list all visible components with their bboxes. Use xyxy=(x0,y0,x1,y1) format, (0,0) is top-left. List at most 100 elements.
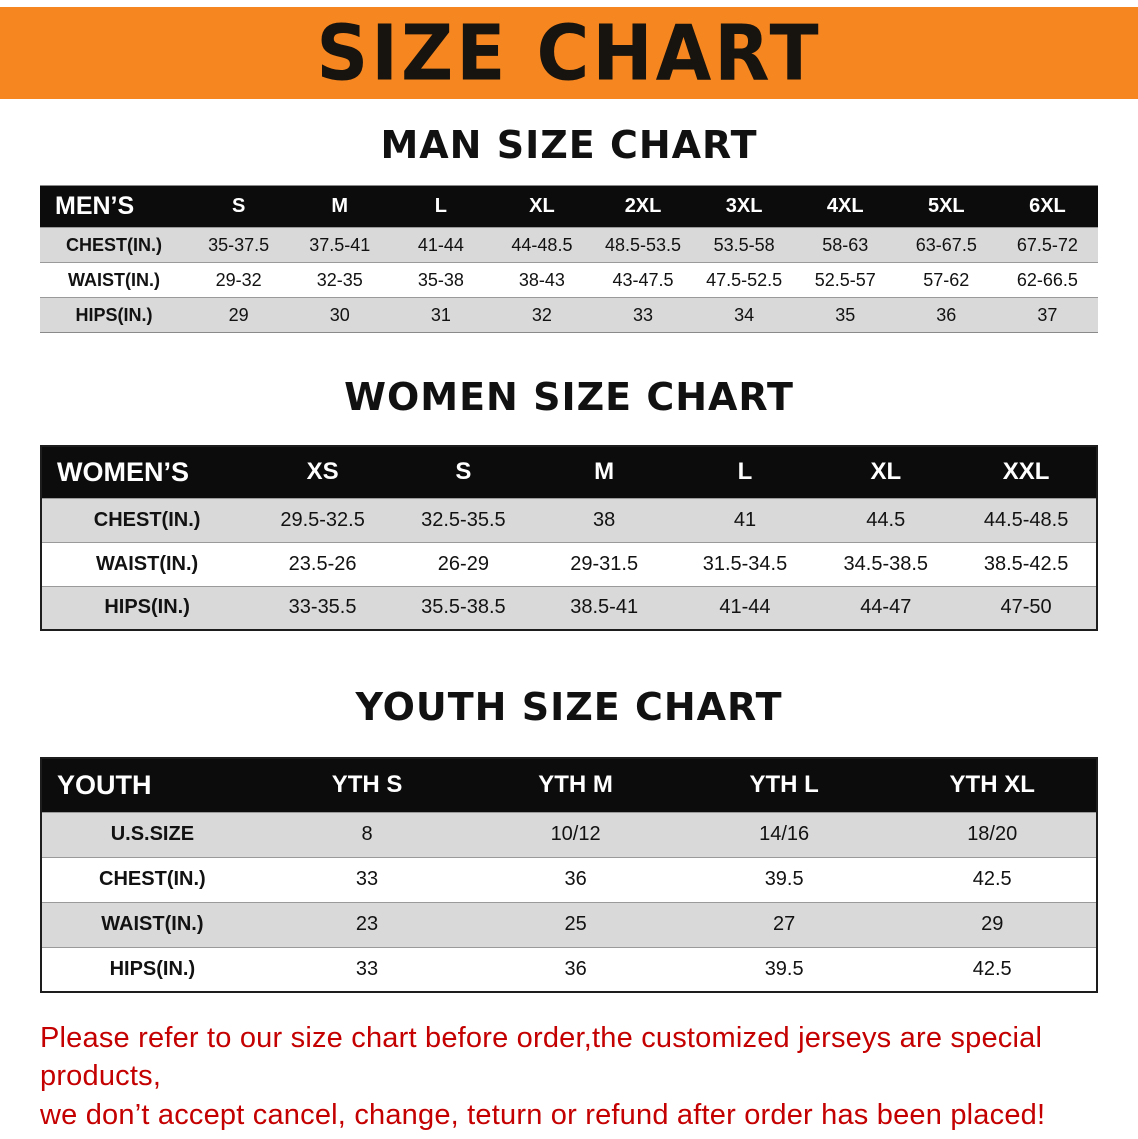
size-column-header: XS xyxy=(252,446,393,498)
size-value: 23 xyxy=(355,913,379,935)
size-value: 38-43 xyxy=(518,269,565,290)
size-column-header: YTH S xyxy=(262,758,472,812)
size-column-header: XL xyxy=(815,446,957,498)
disclaimer: Please refer to our size chart before or… xyxy=(40,1019,1098,1134)
size-value: 41-44 xyxy=(719,596,771,619)
size-value: 44.5 xyxy=(866,508,906,531)
size-value: 42.5 xyxy=(972,868,1012,890)
size-value: 32-35 xyxy=(316,269,363,290)
size-column-header: 3XL xyxy=(693,185,795,228)
size-value: 33-35.5 xyxy=(288,596,357,619)
size-value: 33 xyxy=(633,304,654,325)
size-value: 43-47.5 xyxy=(612,269,674,290)
table-corner-label: YOUTH xyxy=(41,758,263,812)
size-value: 63-67.5 xyxy=(915,234,977,255)
size-value: 10/12 xyxy=(550,823,601,845)
table-corner-label: WOMEN’S xyxy=(41,446,253,498)
size-value: 33 xyxy=(355,957,379,980)
size-column-header: 5XL xyxy=(895,185,997,228)
size-value: 44-48.5 xyxy=(511,234,573,255)
size-value: 36 xyxy=(564,957,587,980)
size-value: 25 xyxy=(564,913,587,935)
row-label: WAIST(IN.) xyxy=(101,913,204,935)
women-section: WOMEN SIZE CHART WOMEN’S XS S M L XL XXL CHEST(… xyxy=(0,375,1138,631)
size-value: 37.5-41 xyxy=(309,234,371,255)
size-value: 44.5-48.5 xyxy=(983,508,1069,531)
row-label: CHEST(IN.) xyxy=(99,868,206,890)
size-value: 32 xyxy=(531,304,552,325)
row-label: CHEST(IN.) xyxy=(93,508,201,531)
size-value: 57-62 xyxy=(923,269,970,290)
size-value: 36 xyxy=(936,304,957,325)
size-value: 62-66.5 xyxy=(1016,269,1078,290)
size-value: 29-32 xyxy=(215,269,262,290)
row-label: HIPS(IN.) xyxy=(104,596,190,619)
banner-title: SIZE CHART xyxy=(316,8,822,98)
size-column-header: YTH M xyxy=(471,758,680,812)
size-column-header: YTH L xyxy=(679,758,889,812)
row-label: HIPS(IN.) xyxy=(75,304,153,325)
size-value: 23.5-26 xyxy=(288,552,357,575)
disclaimer-line-2: we don’t accept cancel, change, teturn o… xyxy=(40,1098,1046,1131)
size-chart-banner: SIZE CHART xyxy=(0,7,1138,99)
size-value: 26-29 xyxy=(437,552,489,575)
size-value: 39.5 xyxy=(764,868,804,890)
size-value: 35 xyxy=(835,304,856,325)
men-section-heading: MAN SIZE CHART xyxy=(380,123,758,167)
row-label: HIPS(IN.) xyxy=(109,957,196,980)
size-value: 52.5-57 xyxy=(814,269,876,290)
table-row: HIPS(IN.) 33-35.5 35.5-38.5 38.5-41 41-44 44-… xyxy=(41,586,1097,630)
table-row: WAIST(IN.) 23 25 27 29 xyxy=(41,902,1097,947)
size-value: 38 xyxy=(593,508,616,531)
row-label: WAIST(IN.) xyxy=(68,269,161,290)
size-column-header: 2XL xyxy=(592,185,694,228)
table-header-row: YOUTH YTH S YTH M YTH L YTH XL xyxy=(41,758,1097,812)
table-row: WAIST(IN.) 29-32 32-35 35-38 38-43 43-47.5 47.… xyxy=(40,262,1098,298)
men-section: MAN SIZE CHART MEN’S S M L XL 2XL 3XL 4XL 5XL 6XL… xyxy=(0,123,1138,333)
size-value: 67.5-72 xyxy=(1016,234,1078,255)
table-header-row: WOMEN’S XS S M L XL XXL xyxy=(41,446,1097,498)
women-size-table: WOMEN’S XS S M L XL XXL CHEST(IN.) 29.5-32.5 32.5… xyxy=(40,445,1098,631)
youth-section: YOUTH SIZE CHART YOUTH YTH S YTH M YTH L YTH… xyxy=(0,685,1138,993)
size-column-header: S xyxy=(188,185,290,228)
table-header-row: MEN’S S M L XL 2XL 3XL 4XL 5XL 6XL xyxy=(40,185,1098,228)
size-column-header: M xyxy=(533,446,675,498)
size-value: 33 xyxy=(355,868,379,890)
women-section-heading: WOMEN SIZE CHART xyxy=(344,375,794,419)
size-value: 8 xyxy=(361,823,373,845)
table-row: CHEST(IN.) 29.5-32.5 32.5-35.5 38 41 44.5 44.5… xyxy=(41,498,1097,542)
men-size-table: MEN’S S M L XL 2XL 3XL 4XL 5XL 6XL CHEST(IN.) 35-37… xyxy=(40,185,1098,333)
table-row: HIPS(IN.) 33 36 39.5 42.5 xyxy=(41,947,1097,992)
size-column-header: 6XL xyxy=(996,185,1098,228)
size-chart-content: MAN SIZE CHART MEN’S S M L XL 2XL 3XL 4XL 5XL 6XL… xyxy=(0,123,1138,1134)
size-value: 37 xyxy=(1037,304,1058,325)
size-column-header: L xyxy=(674,446,816,498)
size-value: 36 xyxy=(564,868,587,890)
size-value: 27 xyxy=(773,913,796,935)
size-column-header: L xyxy=(390,185,492,228)
size-value: 29.5-32.5 xyxy=(280,508,365,531)
size-value: 48.5-53.5 xyxy=(605,234,682,255)
size-value: 53.5-58 xyxy=(713,234,775,255)
size-value: 58-63 xyxy=(822,234,869,255)
size-column-header: 4XL xyxy=(794,185,896,228)
size-value: 29 xyxy=(981,913,1004,935)
youth-section-heading: YOUTH SIZE CHART xyxy=(355,685,783,729)
table-row: HIPS(IN.) 29 30 31 32 33 34 35 36 37 xyxy=(40,297,1098,333)
row-label: U.S.SIZE xyxy=(110,823,195,845)
size-value: 35.5-38.5 xyxy=(421,596,506,619)
men-table-wrapper: MEN’S S M L XL 2XL 3XL 4XL 5XL 6XL CHEST(IN.) 35-37… xyxy=(0,185,1138,333)
size-value: 35-37.5 xyxy=(208,234,270,255)
size-value: 38.5-42.5 xyxy=(983,552,1069,575)
size-column-header: XL xyxy=(491,185,593,228)
table-corner-label: MEN’S xyxy=(40,185,189,228)
size-value: 44-47 xyxy=(860,596,912,619)
size-value: 31 xyxy=(430,304,451,325)
size-value: 47-50 xyxy=(1000,596,1052,619)
size-value: 31.5-34.5 xyxy=(702,552,788,575)
size-column-header: XXL xyxy=(956,446,1097,498)
size-value: 30 xyxy=(329,304,350,325)
size-value: 29 xyxy=(228,304,249,325)
size-value: 42.5 xyxy=(972,957,1012,980)
disclaimer-line-1: Please refer to our size chart before or… xyxy=(40,1022,1043,1093)
